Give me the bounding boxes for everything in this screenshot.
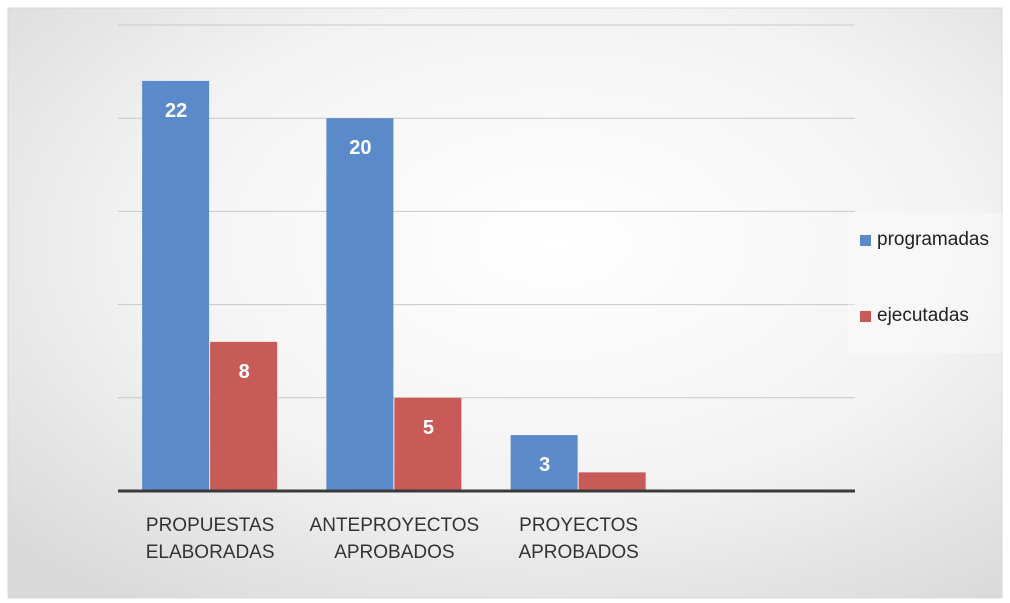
legend-swatch-ejecutadas xyxy=(860,310,871,322)
data-label-programadas-1: 22 xyxy=(165,100,187,122)
bar-programadas-2 xyxy=(326,118,394,491)
bar-ejecutadas-3 xyxy=(578,472,646,491)
data-label-programadas-3: 3 xyxy=(539,454,550,476)
legend-swatch-programadas xyxy=(860,234,871,246)
legend-item-programadas: programadas xyxy=(860,229,989,251)
bar-programadas-1 xyxy=(142,80,210,492)
data-label-ejecutadas-2: 5 xyxy=(423,417,434,439)
bar-ejecutadas-2 xyxy=(394,397,462,491)
x-tick-labels: PROPUESTAS ELABORADAS ANTEPROYECTOS APROBAD… xyxy=(146,515,639,563)
x-tick-label-3: PROYECTOS APROBADOS xyxy=(518,515,638,563)
data-labels: 22 8 20 5 3 xyxy=(165,100,550,476)
legend-item-ejecutadas: ejecutadas xyxy=(860,305,969,327)
bar-ejecutadas-1 xyxy=(210,341,278,491)
legend: programadas ejecutadas xyxy=(848,213,1010,353)
bars xyxy=(142,80,646,492)
x-tick-label-1: PROPUESTAS ELABORADAS xyxy=(146,515,275,563)
bar-programadas-3 xyxy=(510,435,578,491)
legend-label-ejecutadas: ejecutadas xyxy=(877,305,969,326)
legend-label-programadas: programadas xyxy=(877,229,989,250)
x-tick-label-2: ANTEPROYECTOS APROBADOS xyxy=(310,515,480,563)
data-label-ejecutadas-1: 8 xyxy=(239,361,250,383)
data-label-programadas-2: 20 xyxy=(349,137,371,159)
